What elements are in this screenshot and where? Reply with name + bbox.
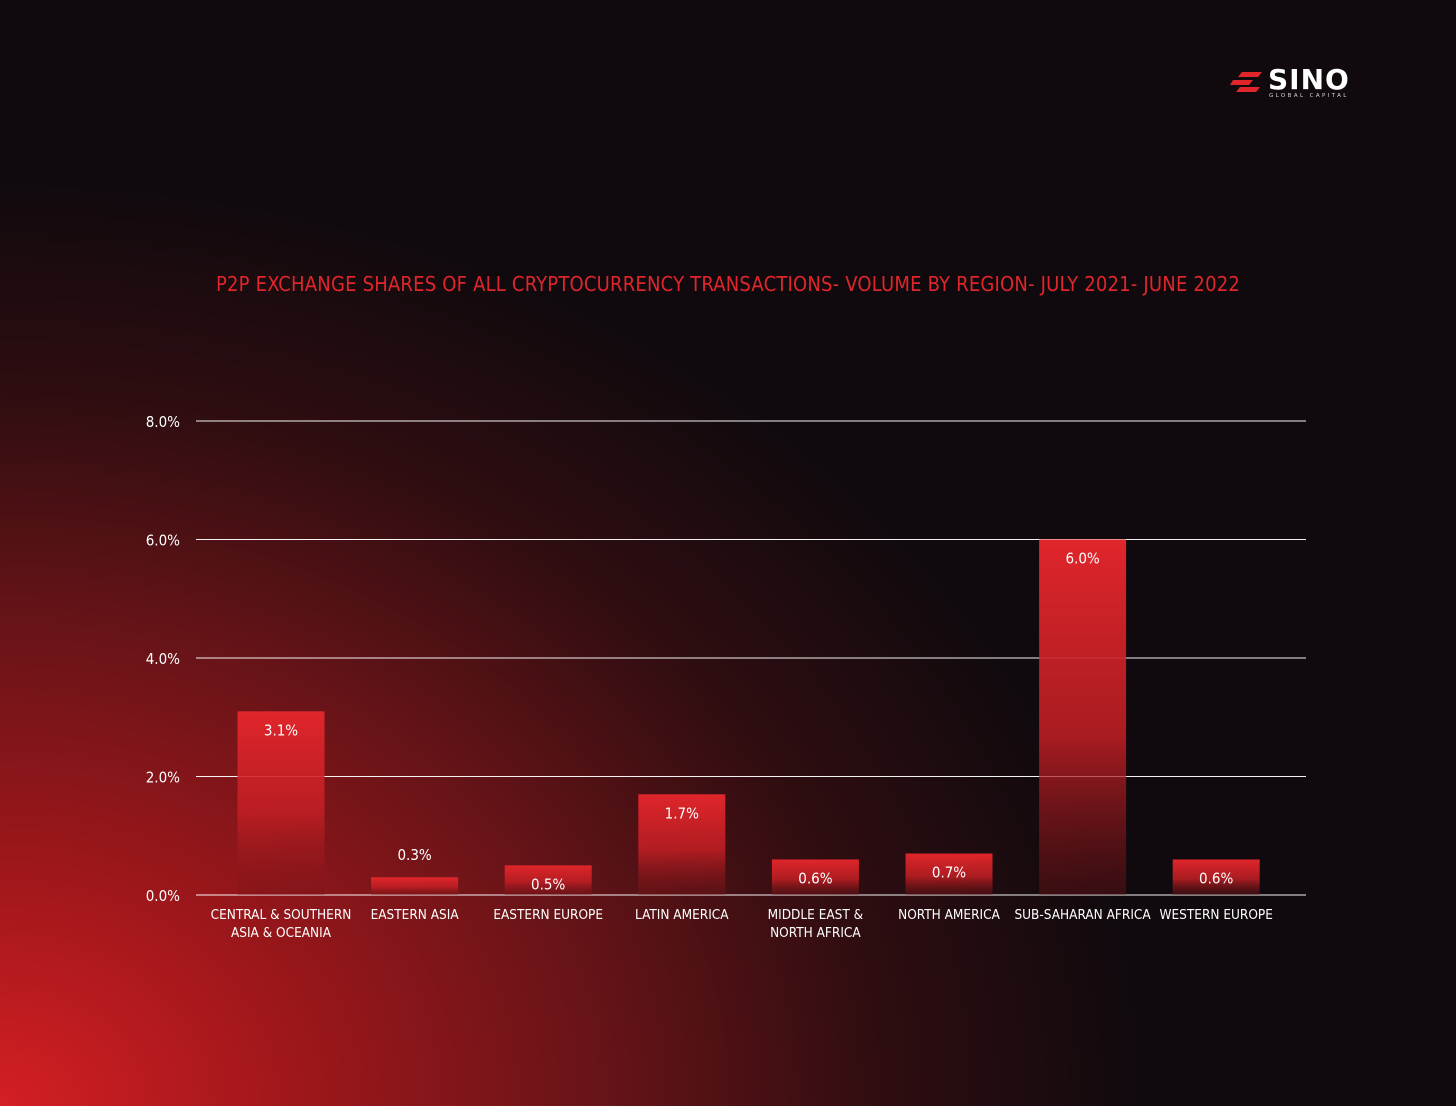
bar-value-label: 0.6%: [798, 869, 832, 887]
bar-value-labels: 3.1% 0.3% 0.5% 1.7% 0.6% 0.7% 6.0% 0.6%: [264, 550, 1234, 894]
sino-logo-icon: [1230, 72, 1262, 92]
chart-bars: [237, 539, 1260, 895]
x-category-label: WESTERN EUROPE: [1159, 907, 1272, 923]
bar: [771, 859, 859, 895]
y-axis-tick-labels: 0.0% 2.0% 4.0% 6.0% 8.0%: [146, 413, 180, 905]
brand-name: SINO: [1268, 63, 1350, 96]
bar: [371, 877, 459, 895]
bar: [237, 711, 325, 895]
bar-value-label: 3.1%: [264, 721, 298, 739]
bar-value-label: 0.3%: [397, 846, 431, 864]
bar-value-label: 1.7%: [665, 804, 699, 822]
bar-value-label: 6.0%: [1065, 550, 1099, 568]
bar: [504, 865, 592, 895]
x-category-label: MIDDLE EAST &: [768, 907, 864, 923]
y-tick-label: 0.0%: [146, 887, 180, 905]
bar-value-label: 0.5%: [531, 875, 565, 893]
bar: [638, 794, 726, 895]
bar: [905, 853, 993, 895]
brand-tagline: GLOBAL CAPITAL: [1269, 93, 1349, 99]
y-tick-label: 8.0%: [146, 413, 180, 431]
x-category-label: ASIA & OCEANIA: [231, 925, 332, 941]
x-axis-category-labels: CENTRAL & SOUTHERN ASIA & OCEANIA EASTERN …: [211, 907, 1273, 941]
y-tick-label: 6.0%: [146, 532, 180, 550]
x-category-label: SUB-SAHARAN AFRICA: [1014, 907, 1151, 923]
chart-title: P2P EXCHANGE SHARES OF ALL CRYPTOCURRENC…: [215, 272, 1240, 296]
x-category-label: EASTERN ASIA: [371, 907, 460, 923]
x-category-label: CENTRAL & SOUTHERN: [211, 907, 352, 923]
x-category-label: LATIN AMERICA: [635, 907, 729, 923]
bar-value-label: 0.7%: [932, 864, 966, 882]
bar-value-label: 0.6%: [1199, 869, 1233, 887]
x-category-label: NORTH AMERICA: [898, 907, 1000, 923]
x-category-label: NORTH AFRICA: [770, 925, 861, 941]
y-tick-label: 4.0%: [146, 650, 180, 668]
x-category-label: EASTERN EUROPE: [493, 907, 603, 923]
bar: [1039, 539, 1127, 895]
brand-logo: SINO GLOBAL CAPITAL: [1230, 63, 1360, 104]
bar: [1172, 859, 1260, 895]
y-tick-label: 2.0%: [146, 769, 180, 787]
chart-gridlines: [196, 420, 1306, 896]
